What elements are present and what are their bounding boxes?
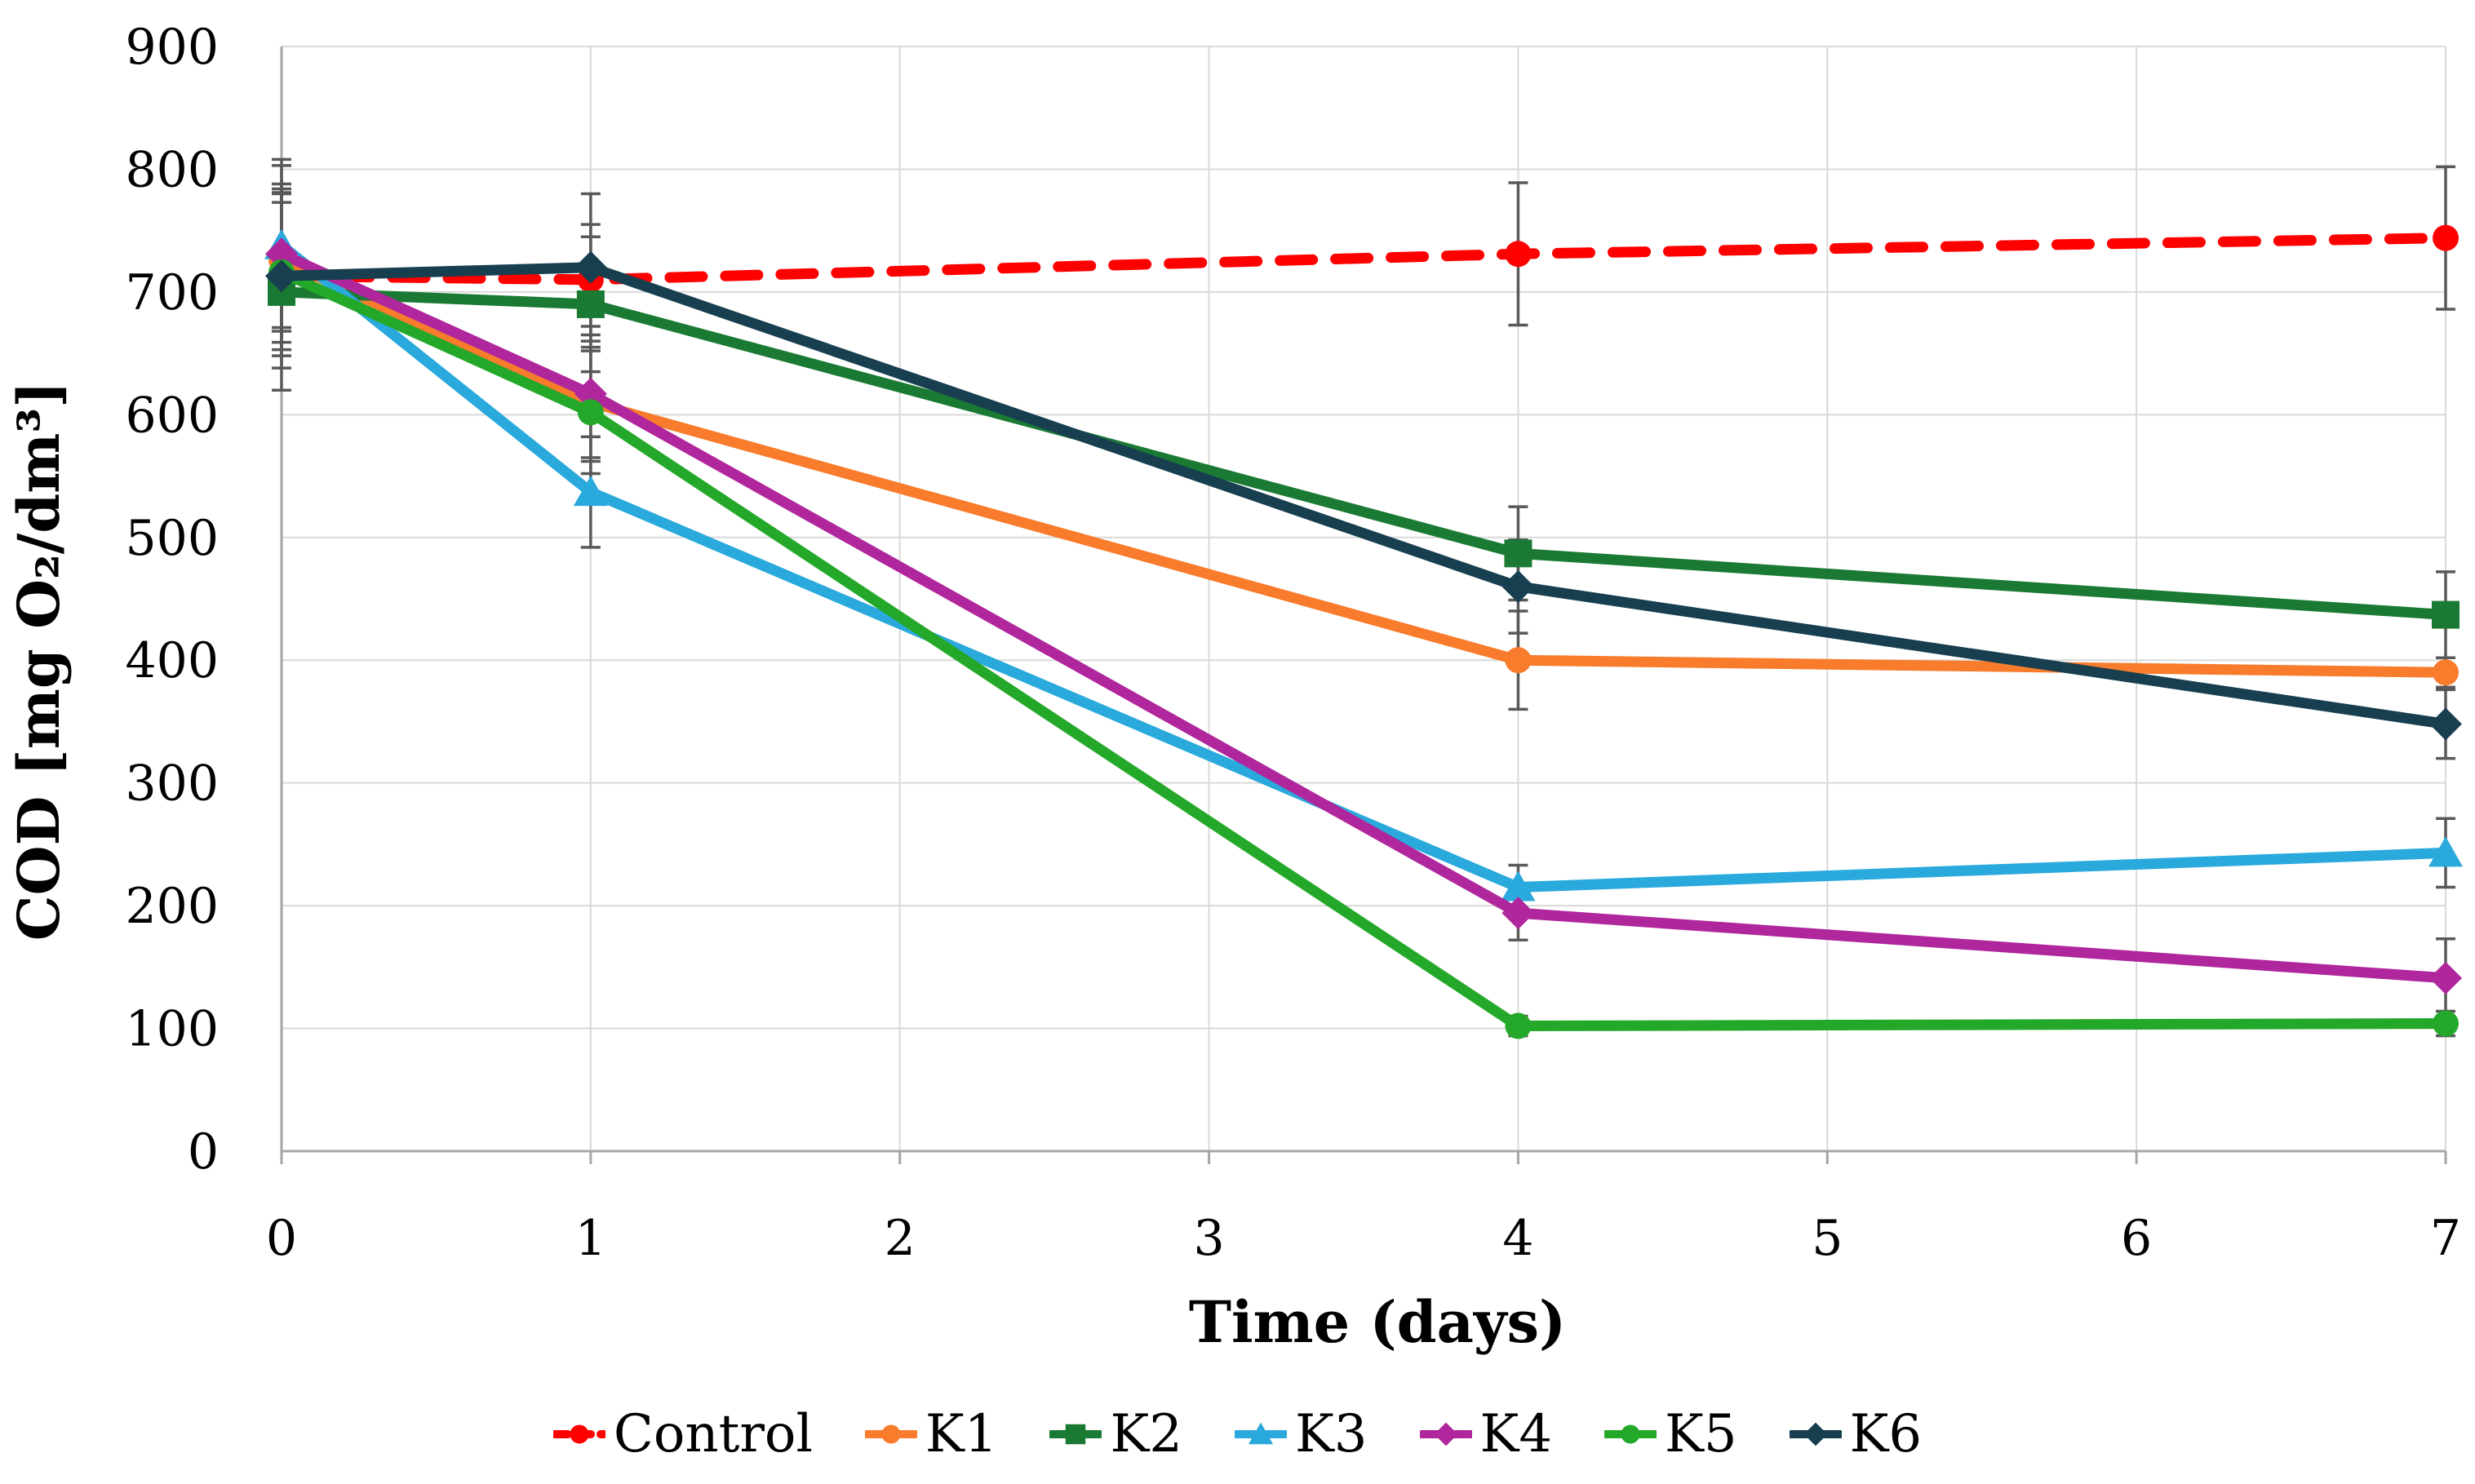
x-tick-label: 6 bbox=[2121, 1210, 2152, 1267]
legend-marker-glyph bbox=[570, 1424, 589, 1444]
tick-labels: 0 100 200 300 400 500 600 700 800 900 0 1 2 3 4 5 6 7 bbox=[125, 19, 2461, 1267]
legend-marker-k4 bbox=[1419, 1422, 1472, 1446]
series-line-k3 bbox=[276, 240, 2451, 893]
data-point-k1-day4 bbox=[1505, 647, 1532, 674]
y-tick-label: 600 bbox=[125, 387, 219, 444]
data-point-k5-day7 bbox=[2433, 1010, 2459, 1037]
y-tick-label: 900 bbox=[125, 19, 219, 76]
series-line-k5 bbox=[276, 267, 2451, 1032]
series-k4 bbox=[265, 237, 2462, 995]
legend-marker-k1 bbox=[864, 1424, 917, 1444]
series-line-k6 bbox=[276, 262, 2451, 729]
series-line-k2 bbox=[276, 286, 2451, 621]
legend-item-k2: K2 bbox=[1049, 1408, 1182, 1460]
y-tick-label: 200 bbox=[125, 878, 219, 935]
series-k6 bbox=[265, 250, 2462, 741]
legend-label: K1 bbox=[925, 1404, 998, 1464]
data-point-k3-day7 bbox=[2428, 836, 2463, 867]
data-point-control-day4 bbox=[1505, 241, 1532, 268]
series-line-k4 bbox=[276, 248, 2451, 984]
legend-marker-glyph bbox=[1434, 1422, 1457, 1446]
x-tick-label: 2 bbox=[885, 1210, 916, 1267]
legend-marker-glyph bbox=[1248, 1422, 1274, 1445]
y-tick-label: 700 bbox=[125, 264, 219, 321]
x-tick-label: 3 bbox=[1193, 1210, 1224, 1267]
legend-label: K4 bbox=[1479, 1404, 1553, 1464]
vertical-gridlines bbox=[281, 47, 2446, 1151]
data-point-k4-day1 bbox=[574, 377, 607, 410]
data-point-k6-day7 bbox=[2429, 707, 2462, 741]
legend-label: K6 bbox=[1849, 1404, 1923, 1464]
x-tick-label: 7 bbox=[2430, 1210, 2461, 1267]
data-point-k4-day0 bbox=[265, 237, 298, 271]
series-line-control bbox=[276, 233, 2451, 286]
data-point-k4-day4 bbox=[1501, 897, 1535, 930]
axes bbox=[280, 47, 2447, 1164]
data-point-k3-day4 bbox=[1501, 870, 1536, 901]
chart-legend: Control K1 K2 K3 K4 K5 K6 bbox=[0, 1389, 2475, 1480]
y-tick-label: 500 bbox=[125, 510, 219, 567]
y-tick-label: 400 bbox=[125, 632, 219, 689]
series-k5 bbox=[268, 259, 2459, 1039]
series-k2 bbox=[268, 277, 2459, 629]
data-point-k6-day4 bbox=[1501, 569, 1535, 603]
legend-marker-k6 bbox=[1789, 1422, 1842, 1446]
y-tick-label: 800 bbox=[125, 141, 219, 198]
x-tick-label: 1 bbox=[575, 1210, 606, 1267]
legend-label: K5 bbox=[1665, 1404, 1737, 1464]
legend-item-k4: K4 bbox=[1419, 1404, 1553, 1464]
legend-item-control: Control bbox=[552, 1404, 813, 1464]
legend-label: K2 bbox=[1110, 1404, 1182, 1464]
legend-marker-k5 bbox=[1604, 1424, 1657, 1444]
x-tick-label: 5 bbox=[1812, 1210, 1843, 1267]
y-tick-label: 100 bbox=[125, 1001, 219, 1058]
x-tick-label: 0 bbox=[266, 1210, 297, 1267]
series-line-k1 bbox=[276, 255, 2451, 678]
data-point-k6-day0 bbox=[265, 259, 298, 293]
data-point-k6-day1 bbox=[574, 250, 607, 284]
data-point-k3-day1 bbox=[573, 476, 608, 507]
legend-marker-k3 bbox=[1234, 1422, 1287, 1445]
legend-label: Control bbox=[613, 1404, 813, 1464]
legend-marker-glyph bbox=[881, 1424, 901, 1444]
legend-marker-k2 bbox=[1049, 1424, 1102, 1445]
x-tick-label: 4 bbox=[1502, 1210, 1533, 1267]
y-tick-label: 300 bbox=[125, 755, 219, 813]
legend-marker-glyph bbox=[1803, 1422, 1827, 1446]
horizontal-gridlines bbox=[282, 46, 2446, 1152]
data-point-control-day7 bbox=[2433, 224, 2459, 251]
data-point-k2-day1 bbox=[576, 290, 605, 318]
data-point-k5-day1 bbox=[577, 399, 604, 426]
data-point-k4-day7 bbox=[2429, 961, 2462, 995]
data-point-k2-day7 bbox=[2432, 600, 2459, 629]
legend-marker-control bbox=[552, 1424, 605, 1444]
x-axis-title: Time (days) bbox=[1189, 1288, 1566, 1356]
legend-item-k5: K5 bbox=[1604, 1408, 1737, 1460]
legend-item-k1: K1 bbox=[864, 1404, 998, 1464]
y-axis-title: COD [mg O₂/dm³] bbox=[5, 381, 73, 941]
y-tick-label: 0 bbox=[188, 1123, 219, 1181]
data-point-k1-day7 bbox=[2433, 659, 2459, 686]
legend-item-k3: K3 bbox=[1234, 1404, 1368, 1464]
data-point-k2-day4 bbox=[1504, 539, 1532, 568]
data-point-k5-day4 bbox=[1505, 1012, 1532, 1039]
series-k3 bbox=[264, 228, 2463, 901]
legend-marker-glyph bbox=[1621, 1424, 1640, 1444]
legend-marker-glyph bbox=[1066, 1424, 1086, 1445]
legend-item-k6: K6 bbox=[1789, 1404, 1923, 1464]
legend-label: K3 bbox=[1294, 1404, 1368, 1464]
